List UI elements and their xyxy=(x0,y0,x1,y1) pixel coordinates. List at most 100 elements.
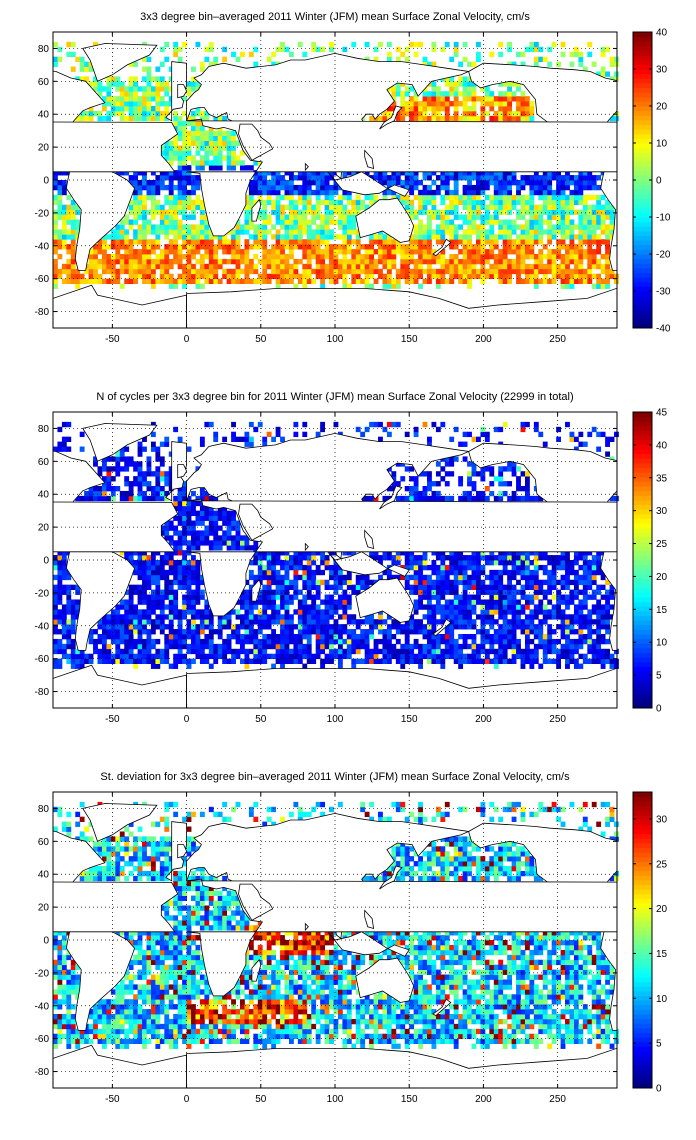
heatmap-cell xyxy=(476,224,481,230)
heatmap-cell xyxy=(582,175,588,181)
heatmap-cell xyxy=(222,653,228,660)
heatmap-cell xyxy=(150,564,156,571)
heatmap-cell xyxy=(306,184,312,191)
colorbar-swatch xyxy=(633,184,652,190)
heatmap-cell xyxy=(369,579,374,586)
heatmap-cell xyxy=(271,189,277,196)
heatmap-cell xyxy=(293,234,299,240)
y-tick-label: 80 xyxy=(38,44,50,55)
heatmap-cell xyxy=(320,268,326,275)
heatmap-cell xyxy=(578,579,584,586)
heatmap-cell xyxy=(231,273,236,280)
heatmap-cell xyxy=(516,180,521,186)
heatmap-cell xyxy=(240,619,245,625)
heatmap-cell xyxy=(146,638,152,645)
heatmap-cell xyxy=(66,219,72,225)
heatmap-cell xyxy=(177,653,183,660)
heatmap-cell xyxy=(449,278,455,284)
heatmap-cell xyxy=(208,614,214,620)
heatmap-cell xyxy=(150,658,156,664)
heatmap-cell xyxy=(556,594,561,600)
heatmap-cell xyxy=(484,609,490,615)
heatmap-cell xyxy=(538,189,544,196)
heatmap-cell xyxy=(302,175,308,181)
heatmap-cell xyxy=(444,634,450,640)
heatmap-cell xyxy=(351,273,357,280)
heatmap-cell xyxy=(600,663,606,669)
heatmap-cell xyxy=(507,604,513,610)
heatmap-cell xyxy=(244,204,250,210)
heatmap-cell xyxy=(222,244,228,250)
heatmap-cell xyxy=(462,273,468,280)
heatmap-cell xyxy=(520,550,526,556)
heatmap-cell xyxy=(476,41,481,48)
heatmap-cell xyxy=(182,278,187,284)
heatmap-cell xyxy=(142,170,147,176)
heatmap-cell xyxy=(342,574,348,581)
heatmap-cell xyxy=(324,653,330,660)
heatmap-cell xyxy=(306,619,312,625)
heatmap-cell xyxy=(609,614,615,620)
heatmap-cell xyxy=(427,584,432,590)
heatmap-cell xyxy=(449,115,455,122)
heatmap-cell xyxy=(507,629,513,635)
heatmap-cell xyxy=(435,550,441,556)
heatmap-cell xyxy=(462,604,468,610)
heatmap-cell xyxy=(413,604,419,610)
heatmap-cell xyxy=(467,609,472,615)
heatmap-cell xyxy=(609,214,615,220)
heatmap-cell xyxy=(177,278,183,284)
heatmap-cell xyxy=(164,643,170,650)
heatmap-cell xyxy=(217,130,223,136)
heatmap-cell xyxy=(440,115,446,122)
heatmap-cell xyxy=(311,229,317,235)
heatmap-cell xyxy=(173,184,179,191)
colorbar-swatch xyxy=(633,87,652,93)
heatmap-cell xyxy=(66,268,72,275)
heatmap-cell xyxy=(524,599,530,605)
heatmap-cell xyxy=(84,61,90,67)
heatmap-cell xyxy=(560,239,566,245)
heatmap-cell xyxy=(520,564,526,571)
heatmap-cell xyxy=(142,263,147,270)
heatmap-cell xyxy=(520,199,526,206)
heatmap-cell xyxy=(342,209,348,215)
heatmap-cell xyxy=(471,224,477,230)
heatmap-cell xyxy=(186,540,192,546)
heatmap-cell xyxy=(191,239,196,245)
heatmap-cell xyxy=(524,249,530,255)
heatmap-cell xyxy=(453,229,459,235)
heatmap-cell xyxy=(422,56,428,62)
heatmap-cell xyxy=(427,594,432,600)
heatmap-cell xyxy=(217,258,223,265)
heatmap-cell xyxy=(560,273,566,280)
heatmap-cell xyxy=(284,263,290,270)
heatmap-cell xyxy=(142,560,147,566)
heatmap-cell xyxy=(556,224,561,230)
heatmap-cell xyxy=(587,184,593,191)
heatmap-cell xyxy=(182,273,187,280)
heatmap-cell xyxy=(422,234,428,240)
heatmap-cell xyxy=(418,258,423,265)
heatmap-cell xyxy=(582,278,588,284)
heatmap-cell xyxy=(253,229,259,235)
heatmap-cell xyxy=(484,653,490,660)
heatmap-cell xyxy=(511,658,517,664)
heatmap-cell xyxy=(257,574,263,581)
heatmap-cell xyxy=(444,180,450,186)
heatmap-cell xyxy=(596,258,602,265)
heatmap-cell xyxy=(435,634,441,640)
heatmap-cell xyxy=(266,263,272,270)
heatmap-cell xyxy=(208,619,214,625)
heatmap-cell xyxy=(164,115,170,122)
heatmap-cell xyxy=(364,653,370,660)
heatmap-cell xyxy=(133,106,138,112)
heatmap-cell xyxy=(578,254,584,260)
heatmap-cell xyxy=(351,584,357,590)
heatmap-cell xyxy=(435,115,441,122)
heatmap-cell xyxy=(302,599,308,605)
heatmap-cell xyxy=(444,214,450,220)
heatmap-cell xyxy=(186,634,192,640)
heatmap-cell xyxy=(471,268,477,275)
heatmap-cell xyxy=(275,268,281,275)
